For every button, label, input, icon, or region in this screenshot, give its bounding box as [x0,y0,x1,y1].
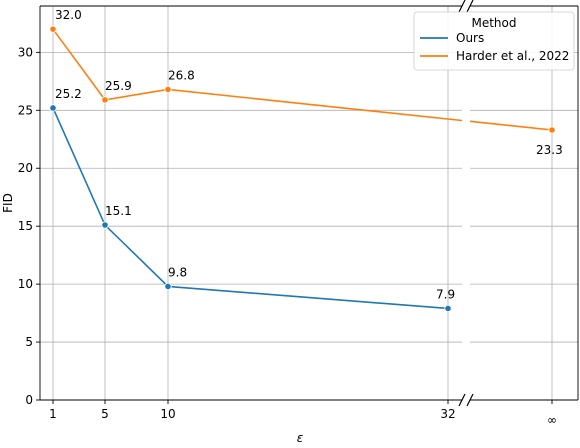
x-tick-label: 10 [160,407,175,421]
data-label: 15.1 [105,204,132,218]
data-point [444,304,452,313]
x-tick-label: 32 [440,407,455,421]
data-label: 9.8 [168,265,187,279]
y-tick-label: 20 [18,161,33,175]
y-axis-label: FID [1,193,15,213]
data-point [548,126,556,134]
data-label: 32.0 [55,8,82,22]
axis-break-mark [458,393,466,407]
x-tick-label: 1 [49,407,57,421]
data-point [164,85,172,94]
data-point [164,282,172,291]
series-line-harder-right-segment [469,120,553,131]
series-line-ours [52,107,449,310]
axis-break-mark [466,0,474,13]
axis-break-mark [458,0,466,13]
y-tick-label: 30 [18,45,33,59]
x-tick-label: 5 [101,407,109,421]
data-point [49,104,57,112]
data-label: 26.8 [168,68,195,82]
data-label: 23.3 [536,143,563,157]
series-line-harder-left-segment [167,88,463,122]
axis-break-mark [466,393,474,407]
x-axis-label: ε [297,431,304,444]
legend-title: Method [471,16,516,30]
x-tick-label: ∞ [547,413,557,427]
y-tick-label: 10 [18,277,33,291]
legend-box [413,11,575,71]
y-tick-label: 15 [18,219,33,233]
legend-entry: Ours [456,31,484,45]
data-point [49,25,57,33]
data-label: 25.9 [105,79,132,93]
y-tick-label: 0 [25,393,33,407]
y-tick-label: 25 [18,103,33,117]
legend-entry: Harder et al., 2022 [456,49,569,63]
data-point [101,221,109,229]
data-label: 25.2 [55,87,82,101]
data-label: 7.9 [436,287,455,301]
data-point [101,96,109,104]
y-tick-label: 5 [25,335,33,349]
